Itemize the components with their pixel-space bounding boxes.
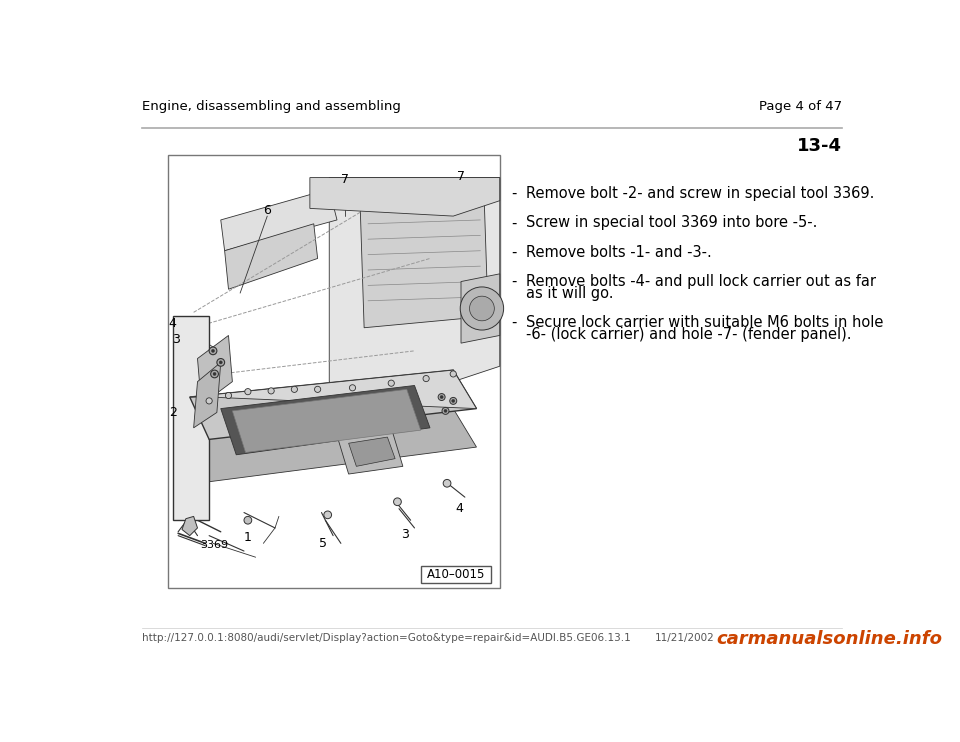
Circle shape xyxy=(210,370,219,378)
Text: Screw in special tool 3369 into bore -5-.: Screw in special tool 3369 into bore -5-… xyxy=(526,215,818,230)
Polygon shape xyxy=(348,437,396,466)
Circle shape xyxy=(211,349,214,352)
Polygon shape xyxy=(173,316,209,520)
Text: 3369: 3369 xyxy=(200,540,228,550)
Text: as it will go.: as it will go. xyxy=(526,286,613,301)
Text: 4: 4 xyxy=(455,502,464,515)
Text: carmanualsonline.info: carmanualsonline.info xyxy=(717,629,943,648)
Text: -: - xyxy=(512,186,516,201)
Polygon shape xyxy=(232,390,420,453)
Circle shape xyxy=(460,287,504,330)
Text: -: - xyxy=(512,215,516,230)
Text: 3: 3 xyxy=(401,528,409,541)
Polygon shape xyxy=(190,409,476,482)
Circle shape xyxy=(438,393,445,401)
Circle shape xyxy=(291,387,298,393)
Circle shape xyxy=(349,384,355,391)
Polygon shape xyxy=(221,386,430,455)
Text: 6: 6 xyxy=(263,204,271,217)
Text: 7: 7 xyxy=(341,174,348,186)
Text: 13-4: 13-4 xyxy=(798,137,842,155)
Text: Remove bolts -1- and -3-.: Remove bolts -1- and -3-. xyxy=(526,245,712,260)
Text: -: - xyxy=(512,245,516,260)
Text: Engine, disassembling and assembling: Engine, disassembling and assembling xyxy=(142,100,400,113)
FancyBboxPatch shape xyxy=(421,565,492,582)
Circle shape xyxy=(209,347,217,355)
Circle shape xyxy=(469,296,494,321)
Text: Remove bolt -2- and screw in special tool 3369.: Remove bolt -2- and screw in special too… xyxy=(526,186,875,201)
Text: -: - xyxy=(512,315,516,330)
Polygon shape xyxy=(190,370,476,409)
Polygon shape xyxy=(310,177,500,216)
Circle shape xyxy=(245,389,251,395)
Polygon shape xyxy=(182,516,198,536)
Text: -6- (lock carrier) and hole -7- (fender panel).: -6- (lock carrier) and hole -7- (fender … xyxy=(526,327,852,342)
Polygon shape xyxy=(360,200,488,328)
Circle shape xyxy=(206,398,212,404)
Polygon shape xyxy=(329,177,500,413)
Circle shape xyxy=(217,358,225,367)
Circle shape xyxy=(324,511,331,519)
Text: 11/21/2002: 11/21/2002 xyxy=(655,633,714,643)
Circle shape xyxy=(444,410,447,413)
Text: 4: 4 xyxy=(169,318,177,330)
Text: -: - xyxy=(512,274,516,289)
Polygon shape xyxy=(221,189,337,251)
Circle shape xyxy=(219,361,223,364)
Text: 5: 5 xyxy=(319,537,327,550)
Circle shape xyxy=(423,375,429,381)
Text: Secure lock carrier with suitable M6 bolts in hole: Secure lock carrier with suitable M6 bol… xyxy=(526,315,883,330)
Text: 2: 2 xyxy=(169,406,177,419)
Circle shape xyxy=(440,395,444,398)
Text: Page 4 of 47: Page 4 of 47 xyxy=(759,100,842,113)
Polygon shape xyxy=(337,428,403,474)
Circle shape xyxy=(268,388,275,394)
Circle shape xyxy=(444,479,451,487)
Polygon shape xyxy=(461,274,500,343)
Text: 1: 1 xyxy=(244,531,252,544)
Polygon shape xyxy=(198,335,232,404)
Text: 3: 3 xyxy=(173,333,180,346)
Circle shape xyxy=(213,372,216,375)
Bar xyxy=(168,155,500,588)
Circle shape xyxy=(394,498,401,505)
Circle shape xyxy=(388,380,395,387)
Circle shape xyxy=(226,393,231,398)
Text: A10–0015: A10–0015 xyxy=(427,568,486,581)
Circle shape xyxy=(452,399,455,402)
Polygon shape xyxy=(194,362,221,428)
Circle shape xyxy=(315,387,321,393)
Text: 7: 7 xyxy=(457,170,465,183)
Circle shape xyxy=(450,398,457,404)
Text: http://127.0.0.1:8080/audi/servlet/Display?action=Goto&type=repair&id=AUDI.B5.GE: http://127.0.0.1:8080/audi/servlet/Displ… xyxy=(142,633,631,643)
Polygon shape xyxy=(225,224,318,289)
Polygon shape xyxy=(190,370,476,439)
Circle shape xyxy=(442,407,449,414)
Circle shape xyxy=(450,371,456,377)
Text: Remove bolts -4- and pull lock carrier out as far: Remove bolts -4- and pull lock carrier o… xyxy=(526,274,876,289)
Circle shape xyxy=(244,516,252,524)
